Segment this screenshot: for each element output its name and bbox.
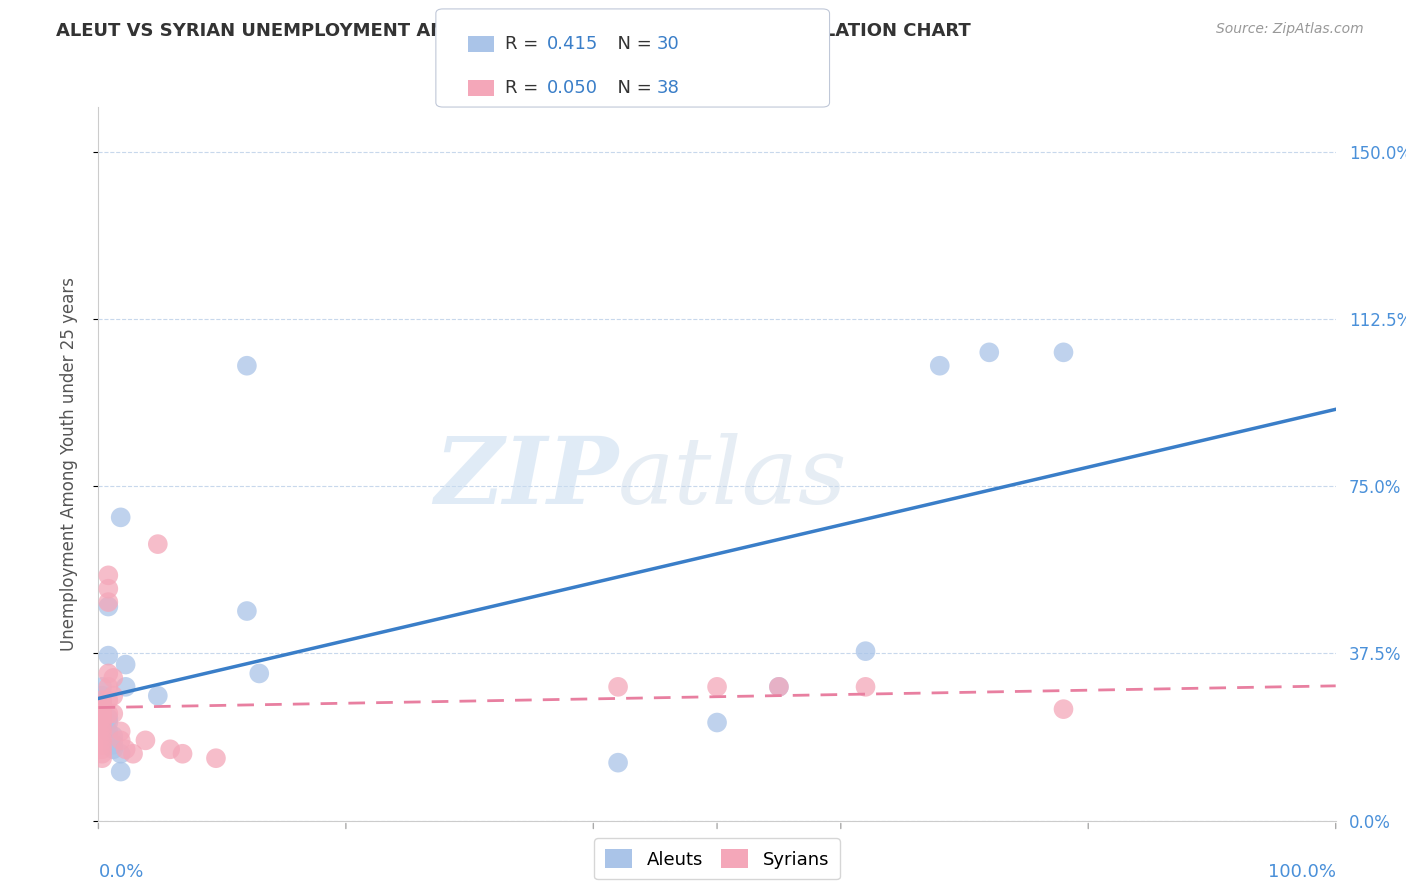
Point — [1052, 702, 1074, 716]
Point — [103, 738, 125, 752]
Point — [110, 724, 132, 739]
Point — [110, 764, 132, 779]
Text: ZIP: ZIP — [434, 434, 619, 523]
Text: 0.0%: 0.0% — [98, 863, 143, 881]
Y-axis label: Unemployment Among Youth under 25 years: Unemployment Among Youth under 25 years — [59, 277, 77, 651]
Point — [706, 680, 728, 694]
Point — [110, 510, 132, 524]
Point — [855, 644, 877, 658]
Point — [97, 666, 120, 681]
Point — [91, 693, 114, 707]
Point — [97, 724, 120, 739]
Point — [855, 680, 877, 694]
Point — [103, 706, 125, 721]
Point — [103, 689, 125, 703]
Point — [103, 729, 125, 743]
Point — [91, 711, 114, 725]
Point — [134, 733, 156, 747]
Text: atlas: atlas — [619, 434, 848, 523]
Point — [1052, 345, 1074, 359]
Point — [172, 747, 194, 761]
Text: 0.050: 0.050 — [547, 78, 598, 97]
Point — [236, 604, 259, 618]
Point — [205, 751, 228, 765]
Point — [91, 751, 114, 765]
Point — [114, 680, 136, 694]
Text: N =: N = — [606, 78, 658, 97]
Point — [91, 706, 114, 721]
Point — [110, 747, 132, 761]
Text: ALEUT VS SYRIAN UNEMPLOYMENT AMONG YOUTH UNDER 25 YEARS CORRELATION CHART: ALEUT VS SYRIAN UNEMPLOYMENT AMONG YOUTH… — [56, 22, 972, 40]
Point — [928, 359, 950, 373]
Point — [91, 729, 114, 743]
Point — [103, 671, 125, 685]
Text: 38: 38 — [657, 78, 679, 97]
Point — [114, 742, 136, 756]
Point — [91, 720, 114, 734]
Text: N =: N = — [606, 35, 658, 53]
Point — [97, 568, 120, 582]
Text: 100.0%: 100.0% — [1268, 863, 1336, 881]
Point — [97, 595, 120, 609]
Point — [97, 711, 120, 725]
Point — [146, 689, 169, 703]
Point — [768, 680, 790, 694]
Point — [607, 680, 630, 694]
Text: 30: 30 — [657, 35, 679, 53]
Point — [91, 742, 114, 756]
Text: 0.415: 0.415 — [547, 35, 599, 53]
Point — [91, 738, 114, 752]
Point — [236, 359, 259, 373]
Point — [91, 747, 114, 761]
Point — [91, 715, 114, 730]
Point — [91, 724, 114, 739]
Legend: Aleuts, Syrians: Aleuts, Syrians — [595, 838, 839, 880]
Point — [91, 680, 114, 694]
Text: Source: ZipAtlas.com: Source: ZipAtlas.com — [1216, 22, 1364, 37]
Point — [768, 680, 790, 694]
Point — [114, 657, 136, 672]
Point — [91, 689, 114, 703]
Point — [103, 742, 125, 756]
Point — [91, 693, 114, 707]
Point — [91, 698, 114, 712]
Point — [97, 599, 120, 614]
Point — [110, 733, 132, 747]
Point — [91, 706, 114, 721]
Point — [97, 693, 120, 707]
Point — [979, 345, 1001, 359]
Point — [706, 715, 728, 730]
Point — [97, 648, 120, 663]
Point — [91, 698, 114, 712]
Point — [97, 680, 120, 694]
Point — [97, 715, 120, 730]
Point — [607, 756, 630, 770]
Point — [247, 666, 270, 681]
Text: R =: R = — [505, 78, 544, 97]
Point — [146, 537, 169, 551]
Point — [122, 747, 145, 761]
Point — [159, 742, 181, 756]
Point — [97, 706, 120, 721]
Point — [97, 582, 120, 596]
Point — [91, 702, 114, 716]
Point — [91, 733, 114, 747]
Text: R =: R = — [505, 35, 544, 53]
Point — [103, 733, 125, 747]
